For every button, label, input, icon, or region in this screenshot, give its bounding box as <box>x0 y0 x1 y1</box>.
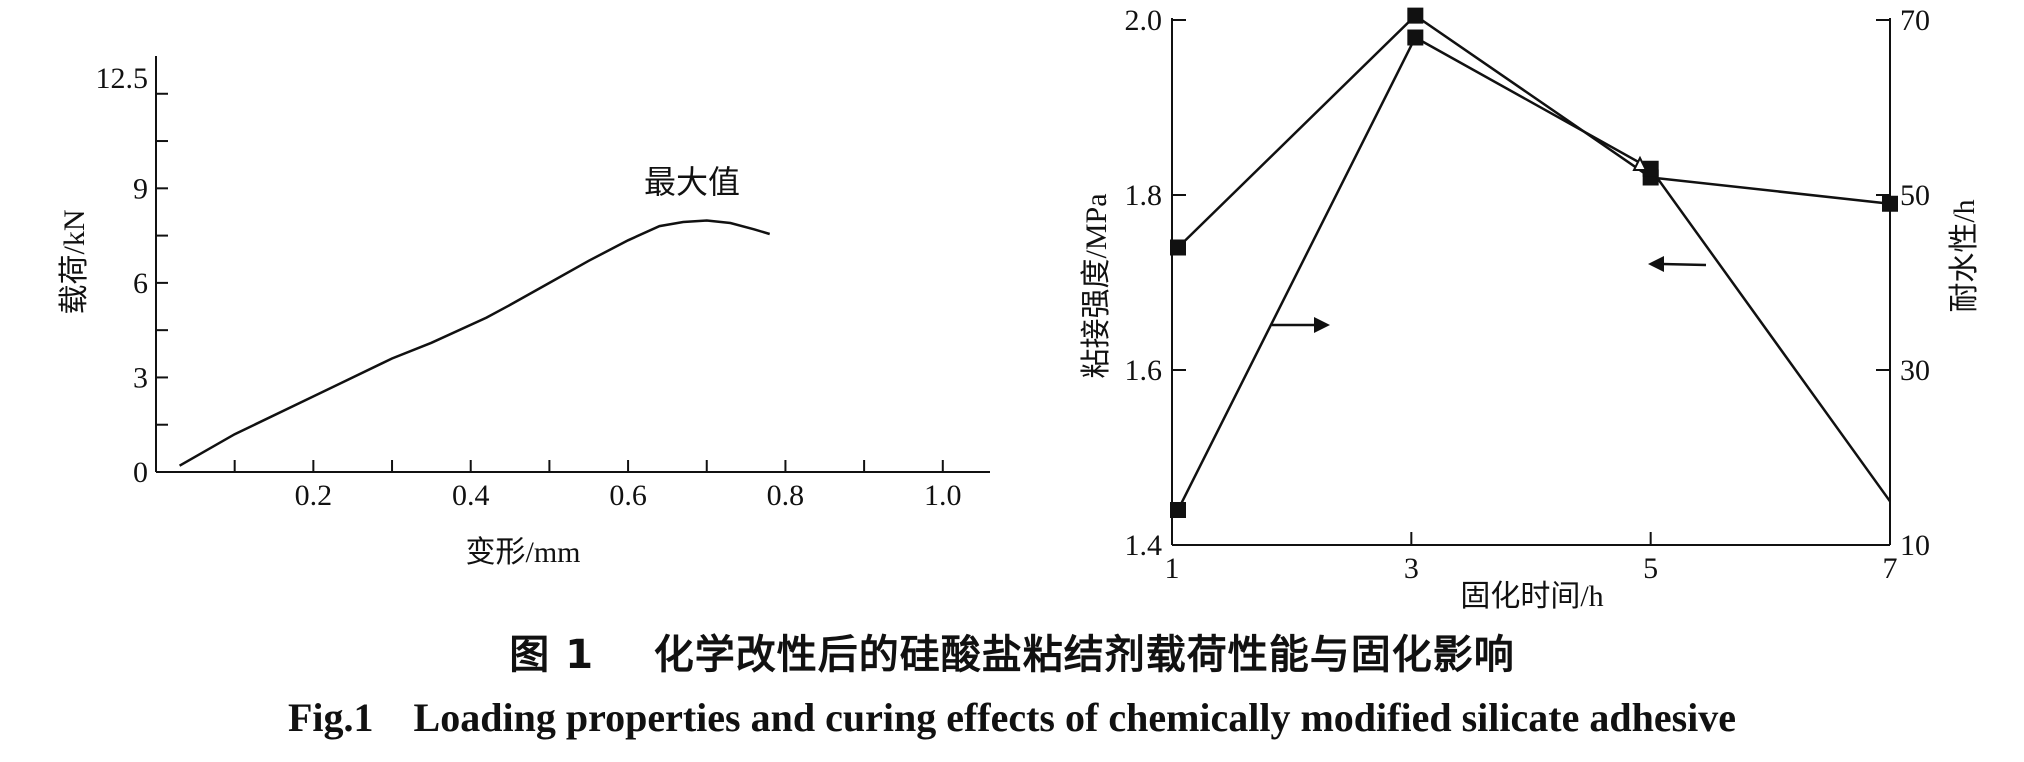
left-y-tick-label: 3 <box>133 361 148 394</box>
right-y2-label: 耐水性/h <box>1948 199 1981 312</box>
water-resistance-point <box>1170 502 1186 518</box>
right-left-y-tick-label: 1.8 <box>1125 179 1163 212</box>
left-y-tick-label: 12.5 <box>96 62 149 95</box>
caption-en: Fig.1 Loading properties and curing effe… <box>0 694 2024 741</box>
load-deformation-chart: 0.2 0.4 0.6 0.8 1.0 0 3 6 9 12.5 最大值 变形/mm 载荷/kN <box>58 56 990 569</box>
left-axis-arrow <box>1648 256 1707 272</box>
right-x-tick-label: 5 <box>1643 552 1658 585</box>
figure: 0.2 0.4 0.6 0.8 1.0 0 3 6 9 12.5 最大值 变形/mm 载荷/kN… <box>58 4 1981 610</box>
left-y-tick-label: 6 <box>133 267 148 300</box>
left-x-tick-label: 0.6 <box>609 479 647 512</box>
caption-zh-text: 化学改性后的硅酸盐粘结剂载荷性能与固化影响 <box>653 632 1515 678</box>
caption-zh: 图 1 化学改性后的硅酸盐粘结剂载荷性能与固化影响 <box>0 622 2024 680</box>
strength-line <box>1177 13 1891 249</box>
curing-time-chart: 1 3 5 7 1.4 1.6 1.8 2.0 10 30 50 70 固化时间/h 粘接强度/M… <box>1080 4 1981 610</box>
left-x-label: 变形/mm <box>465 536 580 569</box>
right-right-y-tick-label: 10 <box>1900 529 1930 562</box>
right-right-y-tick-label: 50 <box>1900 179 1930 212</box>
right-right-y-tick-label: 70 <box>1900 4 1930 37</box>
right-axis-arrow <box>1272 317 1330 333</box>
caption-zh-number: 图 1 <box>509 632 595 678</box>
water-resistance-point <box>1407 29 1424 46</box>
right-left-y-tick-label: 2.0 <box>1125 4 1163 37</box>
left-y-tick-label: 0 <box>133 456 148 489</box>
right-x-tick-label: 7 <box>1883 552 1898 585</box>
right-left-y-tick-label: 1.6 <box>1125 354 1163 387</box>
right-x-label: 固化时间/h <box>1460 580 1603 610</box>
caption-en-number: Fig.1 <box>287 695 374 740</box>
left-x-tick-label: 0.8 <box>767 479 805 512</box>
left-x-tick-label: 1.0 <box>924 479 962 512</box>
left-x-tick-label: 0.4 <box>452 479 490 512</box>
strength-point <box>1170 239 1186 256</box>
open-triangle-marker <box>1632 155 1648 171</box>
right-right-y-tick-label: 30 <box>1900 354 1930 387</box>
right-y-label: 粘接强度/MPa <box>1080 193 1113 378</box>
right-x-tick-label: 3 <box>1404 552 1419 585</box>
left-x-tick-label: 0.2 <box>295 479 333 512</box>
strength-point <box>1882 195 1898 212</box>
load-curve <box>178 219 771 467</box>
left-y-tick-label: 9 <box>133 172 148 205</box>
right-x-tick-label: 1 <box>1165 552 1180 585</box>
left-y-label: 载荷/kN <box>58 210 91 315</box>
water-resistance-point <box>1642 160 1659 177</box>
strength-point <box>1407 7 1424 24</box>
caption-en-text: Loading properties and curing effects of… <box>413 695 1737 740</box>
right-left-y-tick-label: 1.4 <box>1125 529 1163 562</box>
water-resistance-line <box>1176 35 1892 511</box>
max-annotation: 最大值 <box>644 163 740 201</box>
